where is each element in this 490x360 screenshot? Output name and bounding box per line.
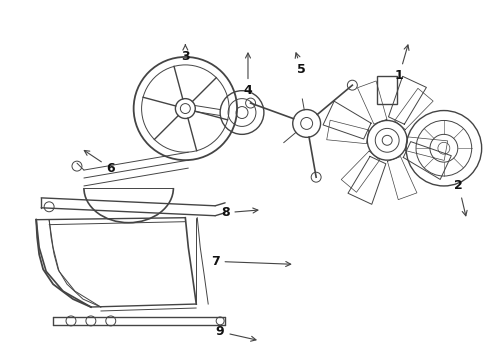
Text: 1: 1 <box>395 45 409 82</box>
Text: 8: 8 <box>221 206 258 219</box>
Text: 6: 6 <box>84 150 115 175</box>
Text: 5: 5 <box>295 53 306 76</box>
Text: 3: 3 <box>181 45 190 63</box>
Text: 4: 4 <box>244 53 252 97</box>
Text: 7: 7 <box>211 255 291 268</box>
Text: 2: 2 <box>454 179 467 216</box>
Text: 9: 9 <box>216 325 256 341</box>
